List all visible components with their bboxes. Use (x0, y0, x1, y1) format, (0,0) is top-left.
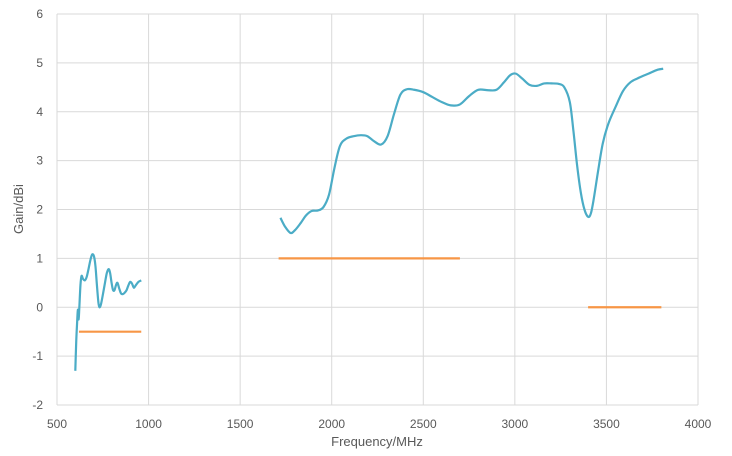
x-tick-label: 1500 (227, 417, 254, 431)
x-axis-tick-labels: 500 1000 1500 2000 2500 3000 3500 4000 (47, 417, 712, 431)
y-tick-label: -1 (32, 349, 43, 363)
plot-area (74, 67, 664, 371)
y-axis-tick-labels: -2 -1 0 1 2 3 4 5 6 (32, 7, 43, 412)
y-tick-label: 1 (36, 251, 43, 265)
x-tick-label: 3500 (593, 417, 620, 431)
y-tick-label: 2 (36, 203, 43, 217)
y-axis-title: Gain/dBi (11, 184, 26, 234)
x-tick-label: 2000 (318, 417, 345, 431)
x-tick-label: 4000 (685, 417, 712, 431)
x-tick-label: 500 (47, 417, 67, 431)
y-tick-label: 3 (36, 154, 43, 168)
y-tick-label: -2 (32, 398, 43, 412)
y-tick-label: 0 (36, 300, 43, 314)
gridlines (56, 13, 699, 406)
x-tick-label: 2500 (410, 417, 437, 431)
y-tick-label: 6 (36, 7, 43, 21)
y-tick-label: 4 (36, 105, 43, 119)
gain-line-segment-1 (74, 253, 142, 371)
gain-line-segment-2 (279, 67, 664, 235)
x-tick-label: 1000 (135, 417, 162, 431)
y-tick-label: 5 (36, 56, 43, 70)
x-tick-label: 3000 (502, 417, 529, 431)
x-axis-title: Frequency/MHz (331, 434, 423, 449)
